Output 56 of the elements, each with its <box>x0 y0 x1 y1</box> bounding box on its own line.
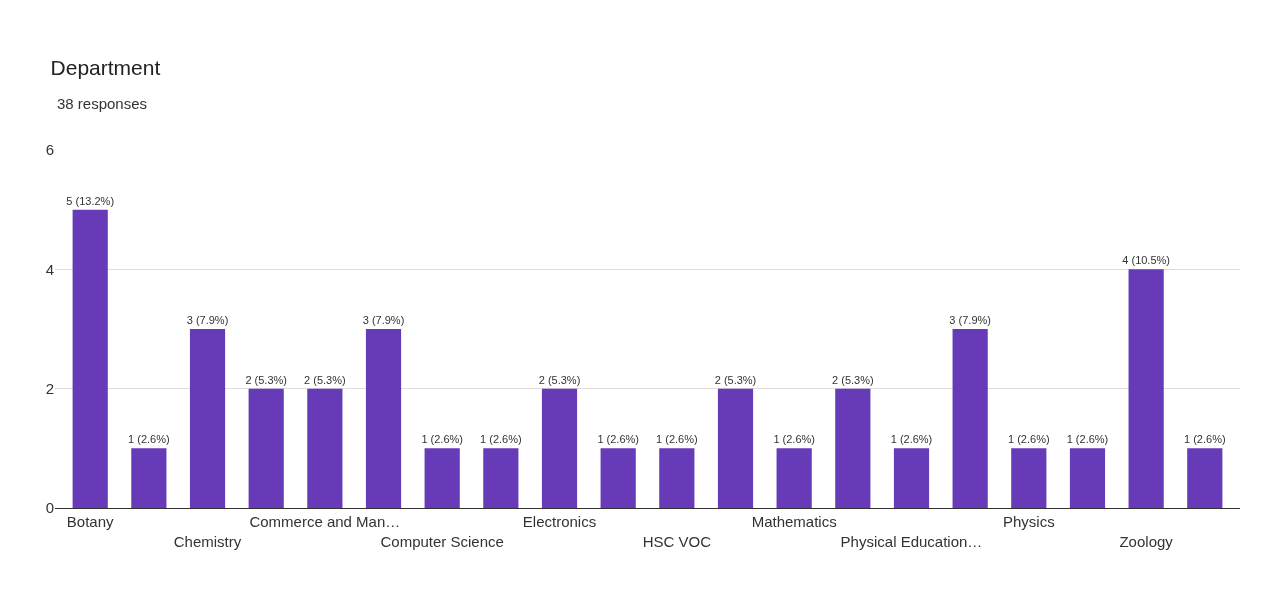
data-label: 1 (2.6%) <box>1184 433 1226 446</box>
y-tick-label: 2 <box>45 379 54 397</box>
data-label: 2 (5.3%) <box>832 373 874 386</box>
bar <box>717 388 754 508</box>
data-label: 4 (10.5%) <box>1122 254 1170 267</box>
chart-title: Department <box>50 56 161 79</box>
data-label: 2 (5.3%) <box>538 373 581 386</box>
bar <box>952 329 988 508</box>
x-tick-label: Electronics <box>522 513 597 530</box>
data-label: 2 (5.3%) <box>245 373 287 386</box>
data-label: 1 (2.6%) <box>1008 433 1050 446</box>
bar <box>72 209 108 508</box>
data-label: 1 (2.6%) <box>890 433 933 446</box>
bar <box>835 388 871 508</box>
x-tick-label: Botany <box>66 513 115 530</box>
bar <box>776 448 812 508</box>
bar <box>1011 448 1047 508</box>
data-label: 3 (7.9%) <box>949 314 991 326</box>
x-tick-label: Zoology <box>1119 532 1174 550</box>
x-tick-label: Physical Education… <box>840 532 983 550</box>
x-tick-label: Mathematics <box>751 513 837 530</box>
y-tick-label: 4 <box>45 260 54 278</box>
data-label: 1 (2.6%) <box>128 433 170 446</box>
bar <box>365 329 402 508</box>
data-label: 3 (7.9%) <box>186 314 229 326</box>
data-label: 1 (2.6%) <box>421 433 463 446</box>
x-tick-label: HSC VOC <box>642 532 712 550</box>
data-label: 1 (2.6%) <box>597 433 639 446</box>
data-label: 1 (2.6%) <box>773 433 815 446</box>
data-label: 2 (5.3%) <box>304 373 346 386</box>
bar <box>307 388 343 508</box>
bar <box>659 448 695 508</box>
bar <box>541 388 578 508</box>
x-tick-label: Commerce and Man… <box>249 513 401 530</box>
y-tick-label: 6 <box>45 141 54 159</box>
bar <box>1128 269 1164 508</box>
chart-subtitle: 38 responses <box>57 95 148 112</box>
x-tick-label: Computer Science <box>380 532 504 550</box>
data-label: 3 (7.9%) <box>362 314 405 326</box>
data-label: 1 (2.6%) <box>1066 433 1109 446</box>
bar <box>600 448 636 508</box>
x-tick-label: Chemistry <box>173 532 242 550</box>
data-label: 1 (2.6%) <box>480 433 522 446</box>
y-tick-label: 0 <box>45 499 54 517</box>
data-label: 1 (2.6%) <box>656 433 698 446</box>
bar <box>1069 448 1106 508</box>
bar <box>483 448 519 508</box>
bar <box>189 329 226 508</box>
data-label: 5 (13.2%) <box>66 194 115 207</box>
bar <box>131 448 167 508</box>
bar <box>1187 448 1223 508</box>
data-label: 2 (5.3%) <box>714 373 757 386</box>
bar <box>893 448 930 508</box>
bar <box>424 448 460 508</box>
x-tick-label: Physics <box>1002 513 1055 530</box>
bar <box>248 388 284 508</box>
